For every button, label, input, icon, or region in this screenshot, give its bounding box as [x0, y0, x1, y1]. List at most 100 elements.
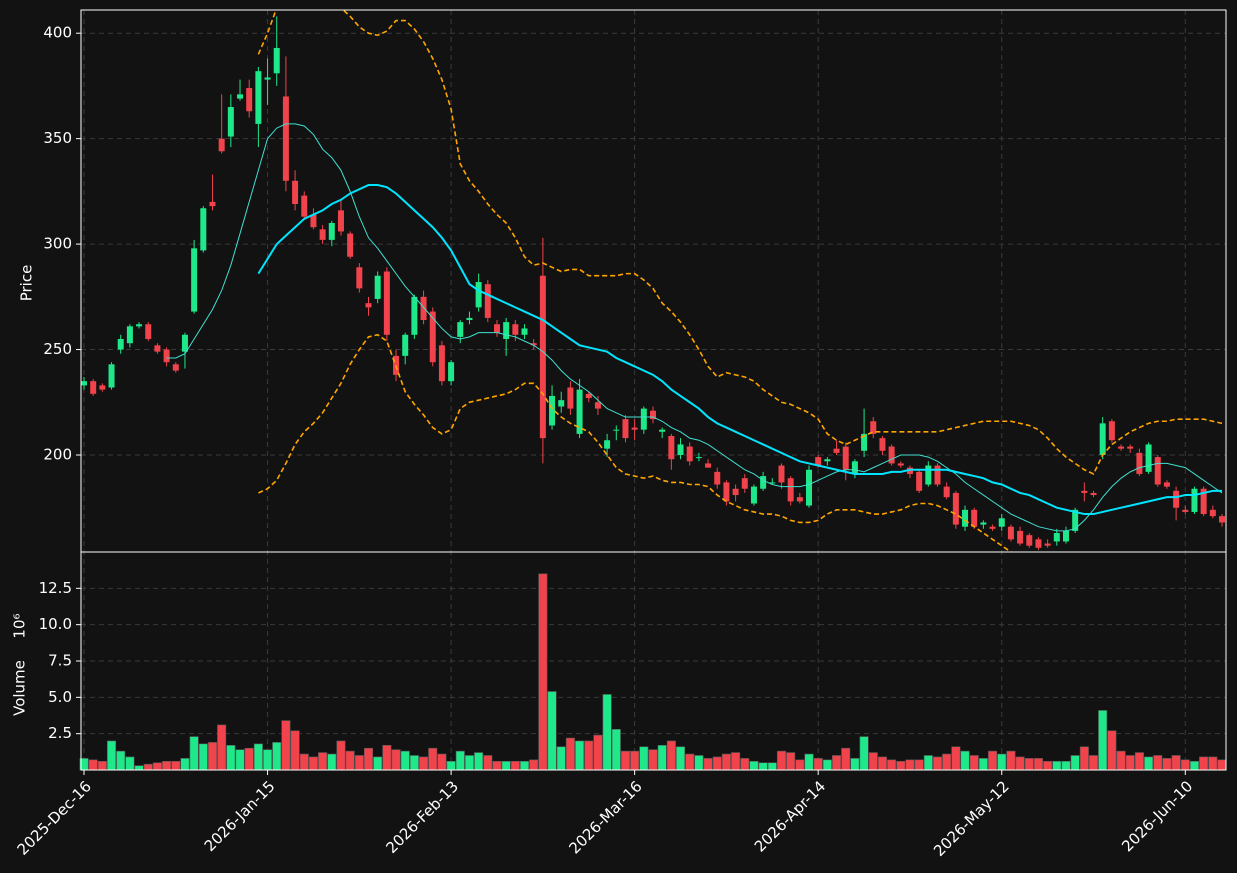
volume-bar	[676, 746, 686, 771]
volume-bar	[162, 760, 172, 771]
volume-bar	[263, 749, 273, 771]
volume-bar	[272, 742, 282, 771]
candle-body	[365, 303, 372, 308]
candle-body	[438, 345, 445, 382]
volume-bar	[575, 740, 585, 771]
candle-body	[539, 275, 546, 439]
candle-body	[1136, 452, 1143, 474]
candle-body	[493, 324, 500, 333]
volume-bar	[455, 750, 465, 771]
volume-bar	[428, 747, 438, 771]
volume-bar	[1171, 755, 1181, 771]
volume-bar	[226, 744, 236, 771]
volume-bar	[152, 762, 162, 771]
volume-bar	[630, 750, 640, 771]
candle-body	[273, 47, 280, 74]
volume-bar	[850, 758, 860, 771]
volume-bar	[611, 729, 621, 771]
volume-bar	[868, 752, 878, 771]
volume-bar	[538, 573, 548, 771]
volume-bar	[556, 746, 566, 771]
candle-body	[237, 94, 244, 99]
y-tick-label: 12.5	[39, 579, 72, 597]
candle-body	[824, 459, 831, 462]
candle-body	[1081, 490, 1088, 493]
volume-bar	[639, 746, 649, 771]
volume-bar	[859, 736, 869, 771]
candle-body	[750, 486, 757, 504]
candle-body	[705, 463, 712, 468]
candle-body	[585, 393, 592, 399]
volume-bar	[804, 753, 814, 771]
volume-bar	[712, 756, 722, 771]
y-tick-label: 250	[43, 340, 72, 358]
volume-bar	[620, 750, 630, 771]
volume-bar	[97, 760, 107, 771]
candle-body	[695, 457, 702, 459]
candle-body	[99, 385, 106, 390]
volume-bar	[565, 737, 575, 771]
candle-body	[1182, 509, 1189, 512]
volume-bar	[373, 756, 383, 771]
volume-bar	[107, 740, 117, 771]
volume-bar	[1217, 759, 1227, 771]
y-tick-label: 300	[43, 235, 72, 253]
candle-body	[769, 482, 776, 484]
candle-body	[760, 476, 767, 489]
volume-bar	[483, 755, 493, 771]
volume-bar	[960, 750, 970, 771]
y-tick-label: 200	[43, 445, 72, 463]
candle-body	[145, 324, 152, 339]
candle-body	[1127, 446, 1134, 449]
candle-body	[136, 324, 143, 327]
volume-bar	[1107, 730, 1117, 771]
candle-body	[301, 195, 308, 217]
candle-body	[1145, 444, 1152, 472]
volume-bar	[308, 756, 318, 771]
volume-bar	[703, 758, 713, 771]
volume-bar	[1088, 755, 1099, 771]
candle-body	[108, 364, 115, 388]
candle-body	[962, 509, 969, 527]
plot-area	[81, 10, 1225, 552]
price-axis-label: Price	[18, 265, 36, 302]
volume-bar	[464, 755, 474, 771]
indicator-line	[166, 123, 1223, 532]
candle-body	[640, 408, 647, 430]
y-tick-label: 5.0	[48, 688, 72, 706]
volume-bar	[776, 750, 787, 771]
candle-body	[374, 275, 381, 299]
candle-body	[622, 419, 629, 439]
volume-bar	[217, 724, 227, 771]
candle-body	[732, 488, 739, 496]
volume-frame	[80, 551, 1227, 771]
candle-body	[402, 334, 409, 356]
volume-bar	[896, 760, 906, 771]
volume-bar	[391, 749, 401, 771]
y-tick-label: 350	[43, 129, 72, 147]
volume-bar	[143, 763, 153, 771]
candle-body	[264, 77, 271, 80]
volume-bar	[786, 752, 796, 771]
volume-bar	[125, 756, 135, 771]
volume-bar	[832, 755, 842, 771]
candle-body	[549, 395, 556, 426]
candle-body	[292, 180, 299, 205]
indicator-line	[257, 10, 1223, 476]
volume-bar	[1199, 756, 1209, 771]
volume-bar	[281, 720, 291, 771]
candle-body	[530, 343, 537, 346]
candle-body	[833, 448, 840, 453]
candle-body	[475, 282, 482, 308]
candle-body	[429, 311, 436, 363]
volume-bar	[1006, 750, 1016, 771]
candle-body	[328, 223, 335, 240]
volume-bar	[666, 740, 676, 771]
volume-bar	[1079, 746, 1089, 771]
volume-bar	[1180, 759, 1190, 771]
candle-body	[126, 326, 133, 344]
volume-bar	[345, 750, 355, 771]
candle-body	[576, 389, 583, 434]
candle-body	[1062, 530, 1069, 542]
